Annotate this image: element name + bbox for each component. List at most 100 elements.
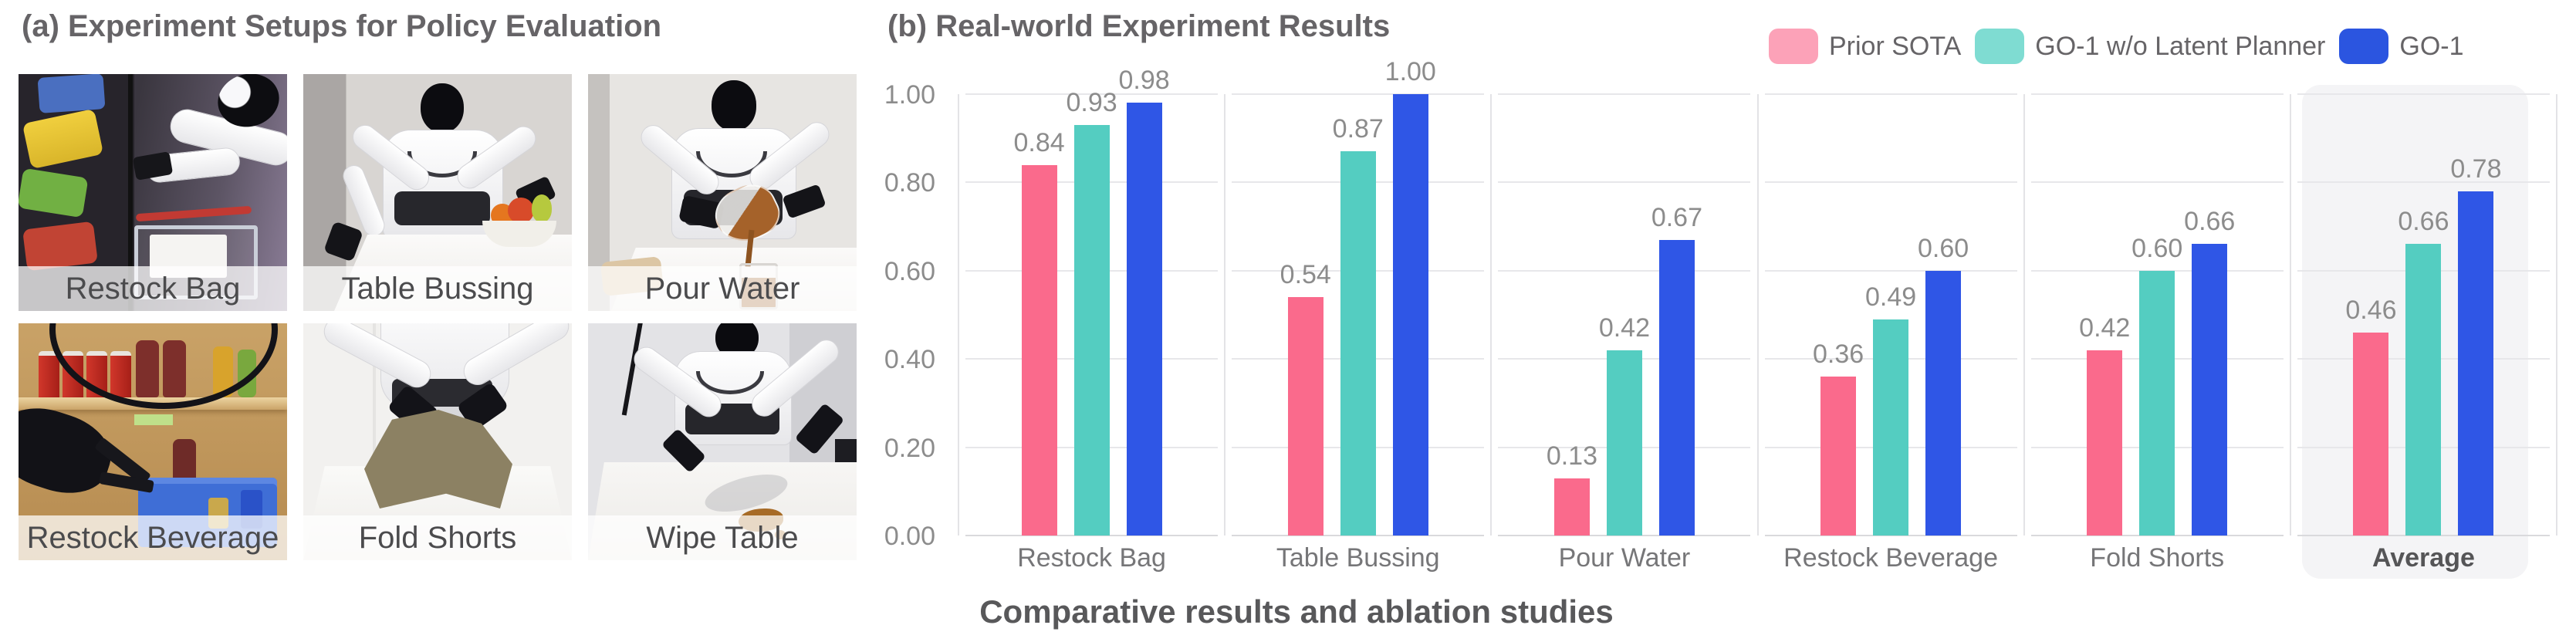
gridline xyxy=(1764,93,2017,95)
bar-prior-sota xyxy=(1820,377,1857,536)
bar-go-1 xyxy=(2458,191,2494,536)
legend-item-go1: GO-1 xyxy=(2339,29,2464,64)
bar-value-label: 0.42 xyxy=(1598,313,1650,343)
y-tick-label: 0.00 xyxy=(884,522,935,551)
gridline xyxy=(2030,93,2284,95)
bar-value-label: 0.49 xyxy=(1864,282,1917,312)
bar-prior-sota xyxy=(1287,297,1323,536)
bar-go-1-w-o-latent-planner xyxy=(1073,125,1110,536)
bar-value-label: 0.60 xyxy=(2131,233,2183,263)
y-tick-label: 0.60 xyxy=(884,256,935,286)
bar-prior-sota xyxy=(2087,350,2123,536)
y-tick-label: 1.00 xyxy=(884,80,935,110)
panel-separator xyxy=(2023,94,2025,536)
bar-value-label: 0.98 xyxy=(1118,66,1170,96)
shelf-frame-bar xyxy=(128,74,133,311)
chart-caption: Comparative results and ablation studies xyxy=(979,593,1614,630)
bar-go-1 xyxy=(1925,270,1962,536)
panel-separator xyxy=(2289,94,2291,536)
setup-label-text: Restock Beverage xyxy=(26,521,279,555)
bar-go-1-w-o-latent-planner xyxy=(1340,151,1376,536)
bar-value-label: 0.66 xyxy=(2184,207,2236,237)
panel-separator xyxy=(1756,94,1759,536)
bar-go-1 xyxy=(1392,94,1428,536)
gridline xyxy=(1498,535,1751,536)
setup-photo-fold-shorts: Fold Shorts xyxy=(303,323,572,560)
bar-go-1 xyxy=(2192,244,2228,536)
gridline xyxy=(2030,535,2284,536)
setup-label: Wipe Table xyxy=(588,515,857,560)
legend-swatch-prior-sota xyxy=(1769,29,1818,64)
category-label: Pour Water xyxy=(1558,543,1691,573)
setup-photo-wipe-table: Wipe Table xyxy=(588,323,857,560)
wall-line xyxy=(373,323,376,478)
gridline xyxy=(1764,535,2017,536)
panel-a-title: (a) Experiment Setups for Policy Evaluat… xyxy=(22,9,662,43)
gridline xyxy=(965,93,1219,95)
bar-value-label: 0.87 xyxy=(1332,114,1384,144)
setup-photo-pour-water: Pour Water xyxy=(588,74,857,311)
fruit-red xyxy=(508,198,534,224)
bar-go-1-w-o-latent-planner xyxy=(2405,244,2442,536)
setup-label: Pour Water xyxy=(588,266,857,311)
robot-head xyxy=(712,80,756,131)
bar-value-label: 0.36 xyxy=(1812,340,1864,370)
setup-photo-restock-bag: Restock Bag xyxy=(19,74,287,311)
bar-prior-sota xyxy=(1021,164,1057,536)
legend-label: Prior SOTA xyxy=(1829,32,1962,61)
y-tick-label: 0.40 xyxy=(884,345,935,375)
bar-value-label: 0.13 xyxy=(1546,441,1597,471)
gridline xyxy=(1764,269,2017,272)
y-tick-label: 0.80 xyxy=(884,168,935,198)
gridline xyxy=(1498,181,1751,184)
bar-value-label: 0.84 xyxy=(1013,127,1065,157)
price-tag xyxy=(134,414,173,425)
gridline xyxy=(1232,93,1485,95)
bar-go-1-w-o-latent-planner xyxy=(1873,319,1909,536)
gridline xyxy=(965,535,1219,536)
bar-prior-sota xyxy=(2353,332,2389,536)
bar-value-label: 0.46 xyxy=(2345,295,2397,325)
category-label: Restock Beverage xyxy=(1783,543,1998,573)
setup-label-text: Pour Water xyxy=(644,272,800,306)
legend-swatch-go1-wo-latent-planner xyxy=(1975,29,2025,64)
bar-go-1-w-o-latent-planner xyxy=(2139,270,2175,536)
gridline xyxy=(2297,93,2550,95)
gridline xyxy=(1764,181,2017,184)
setup-label-text: Table Bussing xyxy=(341,272,534,306)
gridline xyxy=(1498,93,1751,95)
bar-go-1 xyxy=(1658,239,1695,536)
setup-label: Restock Bag xyxy=(19,266,287,311)
bar-value-label: 0.67 xyxy=(1651,202,1702,232)
category-label: Restock Bag xyxy=(1017,543,1166,573)
bar-value-label: 0.42 xyxy=(2079,313,2131,343)
fruit-bowl xyxy=(482,221,556,247)
category-label: Fold Shorts xyxy=(2090,543,2225,573)
gridline xyxy=(2297,535,2550,536)
setup-photo-table-bussing: Table Bussing xyxy=(303,74,572,311)
panel-separator xyxy=(2556,94,2557,536)
setup-label-text: Fold Shorts xyxy=(358,521,517,555)
cola-can xyxy=(39,351,59,402)
legend-label: GO-1 w/o Latent Planner xyxy=(2035,32,2326,61)
setup-label: Fold Shorts xyxy=(303,515,572,560)
bar-value-label: 1.00 xyxy=(1384,57,1436,86)
category-label: Average xyxy=(2371,543,2475,573)
gridline xyxy=(1498,269,1751,272)
setup-label: Restock Beverage xyxy=(19,515,287,560)
panel-b-title: (b) Real-world Experiment Results xyxy=(887,9,1391,43)
gridline xyxy=(1232,535,1485,536)
bar-prior-sota xyxy=(1553,478,1590,536)
bar-value-label: 0.78 xyxy=(2450,154,2502,184)
bar-value-label: 0.66 xyxy=(2398,207,2449,237)
y-tick-label: 0.20 xyxy=(884,433,935,463)
chart-legend: Prior SOTA GO-1 w/o Latent Planner GO-1 xyxy=(1769,28,2464,65)
setup-label-text: Wipe Table xyxy=(646,521,799,555)
panel-separator xyxy=(1224,94,1226,536)
panel-separator xyxy=(958,94,959,536)
legend-swatch-go1 xyxy=(2339,29,2389,64)
legend-item-go1-wo-latent-planner: GO-1 w/o Latent Planner xyxy=(1975,29,2325,64)
bar-go-1 xyxy=(1126,103,1162,536)
